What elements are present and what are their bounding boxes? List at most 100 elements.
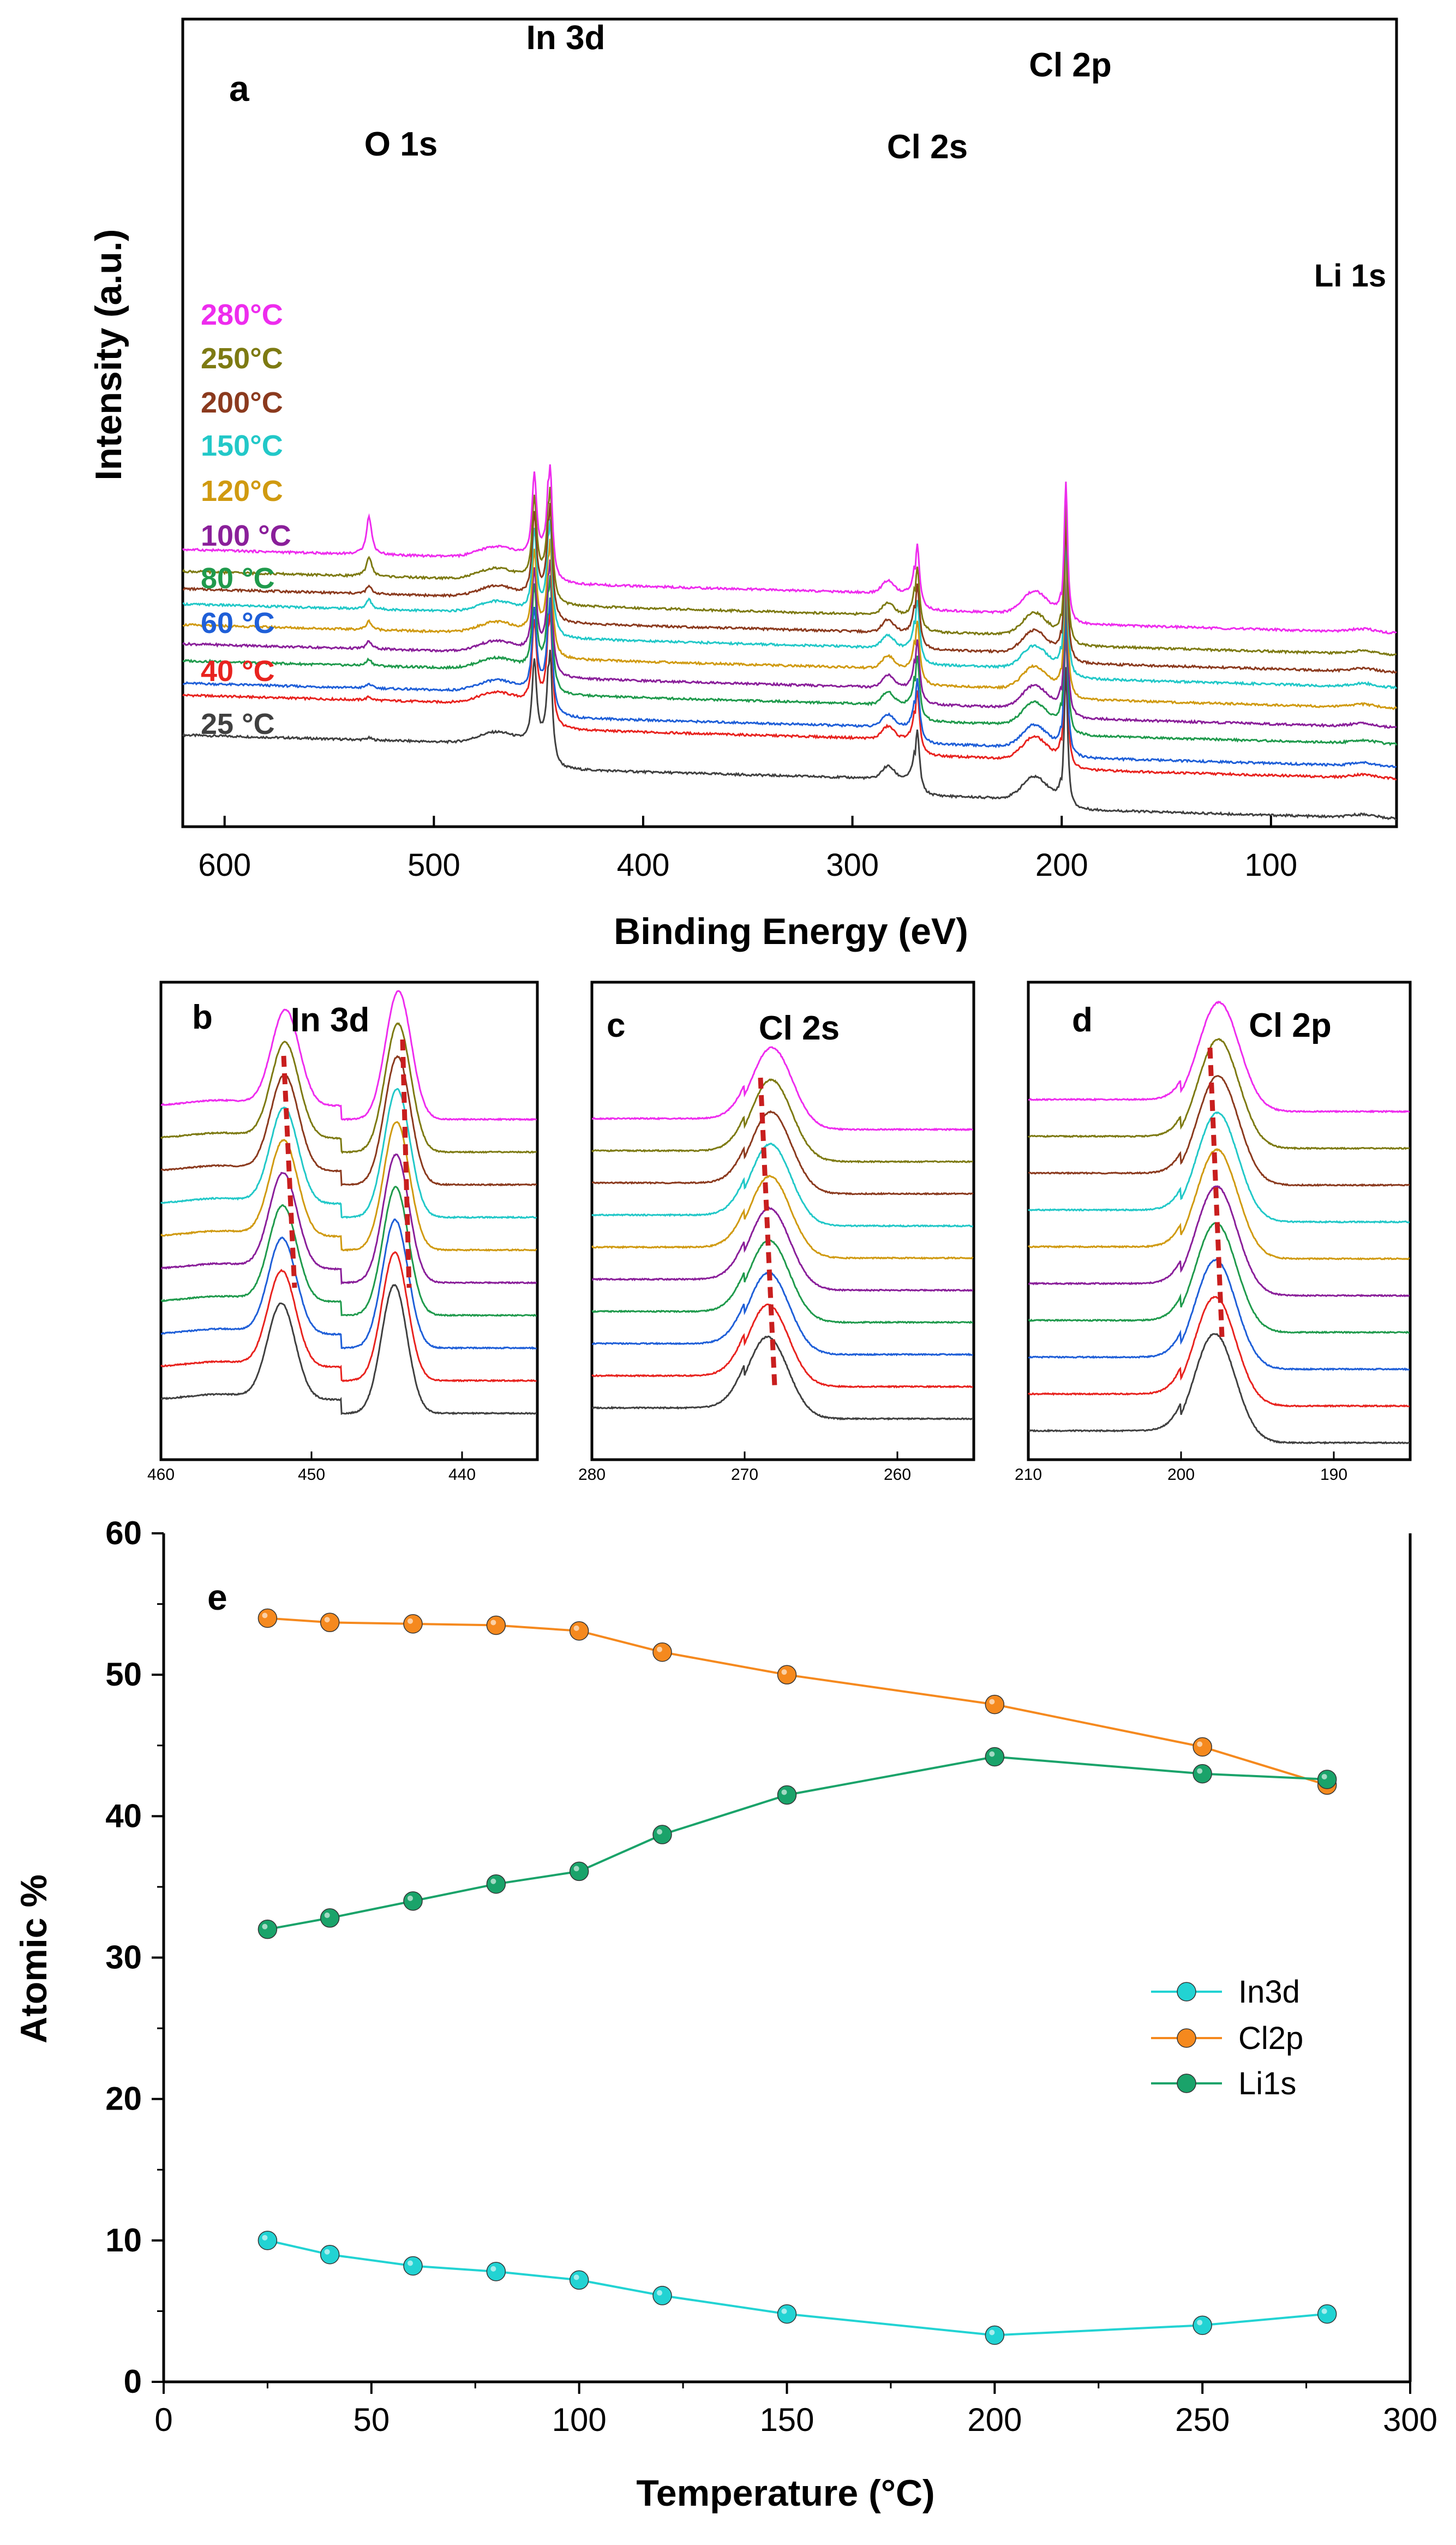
data-point-cl2p bbox=[985, 1694, 1005, 1714]
panel-e-ylabel: Atomic % bbox=[13, 1874, 55, 2044]
data-point-highlight bbox=[573, 2274, 579, 2280]
panel-a-spectrum-4 bbox=[182, 559, 1397, 730]
data-point-highlight bbox=[262, 1923, 268, 1929]
legend-marker-cl2p bbox=[1177, 2028, 1196, 2048]
data-point-li1s bbox=[486, 1874, 506, 1894]
panel-a-spectrum-3 bbox=[182, 575, 1398, 746]
data-point-cl2p bbox=[486, 1615, 506, 1635]
panel-c: 280 270 260 c Cl 2s bbox=[578, 981, 975, 1484]
c-spectra-spectrum-4 bbox=[591, 1206, 974, 1292]
data-point-highlight bbox=[1197, 2320, 1203, 2326]
c-spectra-spectrum-6 bbox=[591, 1143, 974, 1228]
panel-a-frame bbox=[181, 17, 1398, 828]
data-point-in3d bbox=[486, 2262, 506, 2281]
panel-b-x-axis: 460 450 440 bbox=[147, 1451, 476, 1484]
panel-a-x-tick-label: 100 bbox=[1244, 847, 1297, 883]
panel-a-ylabel: Intensity (a.u.) bbox=[88, 229, 129, 481]
c-spectra-spectrum-3 bbox=[591, 1239, 973, 1324]
panel-d-frame bbox=[1027, 981, 1412, 1461]
legend-marker-li1s bbox=[1177, 2074, 1196, 2093]
panel-d-guide-line bbox=[1207, 1047, 1225, 1337]
panel-a-xlabel: Binding Energy (eV) bbox=[614, 911, 968, 952]
panel-a-x-tick-label: 400 bbox=[617, 847, 670, 883]
b-xticks-tick-label: 450 bbox=[298, 1466, 325, 1484]
data-point-in3d bbox=[320, 2245, 340, 2265]
data-point-li1s bbox=[403, 1891, 423, 1911]
peak-label-o1s: O 1s bbox=[364, 126, 438, 163]
panel-e-axes: 0 50 100 150 200 250 300 0 10 20 30 40 50 60 bbox=[105, 1515, 1437, 2438]
data-point-in3d bbox=[403, 2256, 423, 2276]
panel-a-x-tick-label: 200 bbox=[1035, 847, 1088, 883]
panel-d-spectra bbox=[1027, 1000, 1410, 1445]
data-point-li1s bbox=[320, 1908, 340, 1928]
d-spectra-spectrum-0 bbox=[1028, 1333, 1410, 1445]
panel-e-y-tick-label: 50 bbox=[105, 1656, 142, 1693]
panel-a: 600 500 400 300 200 100 a O 1s In 3d Cl 2s Cl… bbox=[88, 17, 1398, 952]
panel-a-spectrum-8 bbox=[182, 487, 1397, 656]
panel-a-temperature-label: 100 °C bbox=[201, 519, 291, 552]
panel-a-x-axis: 600 500 400 300 200 100 bbox=[198, 816, 1297, 883]
data-point-li1s bbox=[985, 1747, 1005, 1767]
c-xticks-tick-label: 280 bbox=[578, 1466, 606, 1484]
panel-a-spectrum-6 bbox=[182, 518, 1398, 690]
panel-e-y-tick-label: 0 bbox=[124, 2363, 142, 2400]
d-spectra-spectrum-7 bbox=[1028, 1075, 1410, 1187]
panel-e-xlabel: Temperature (°C) bbox=[636, 2472, 934, 2514]
panel-a-temperature-label: 200°C bbox=[201, 386, 283, 419]
data-point-in3d bbox=[257, 2231, 278, 2250]
data-point-in3d bbox=[777, 2304, 797, 2324]
data-point-cl2p bbox=[257, 1608, 278, 1628]
panel-b-spectra bbox=[160, 990, 537, 1415]
panel-b-guide-line-1 bbox=[281, 1055, 297, 1288]
panel-a-temperature-label: 25 °C bbox=[201, 708, 275, 740]
b-spectra-spectrum-7 bbox=[160, 1055, 537, 1187]
b-spectra-spectrum-4 bbox=[161, 1153, 537, 1285]
panel-b-label: b bbox=[192, 999, 213, 1036]
panel-d-title: Cl 2p bbox=[1249, 1007, 1332, 1044]
legend-marker-in3d bbox=[1177, 1982, 1196, 2002]
data-point-cl2p bbox=[652, 1642, 672, 1662]
c-xticks-tick-label: 270 bbox=[731, 1466, 758, 1484]
panel-e-x-tick-label: 150 bbox=[759, 2401, 814, 2438]
c-spectra-spectrum-2 bbox=[591, 1271, 973, 1357]
legend-label-li1s: Li1s bbox=[1238, 2066, 1296, 2101]
b-xticks-tick-label: 460 bbox=[147, 1466, 175, 1484]
b-spectra-spectrum-3 bbox=[160, 1186, 537, 1317]
panel-c-frame bbox=[590, 981, 975, 1461]
panel-e-legend: In3d Cl2p Li1s bbox=[1151, 1974, 1303, 2101]
data-point-cl2p bbox=[403, 1614, 423, 1634]
data-point-highlight bbox=[781, 2308, 787, 2314]
data-point-highlight bbox=[490, 1878, 496, 1884]
legend-label-in3d: In3d bbox=[1238, 1974, 1300, 2010]
panel-d-x-axis: 210 200 190 bbox=[1015, 1451, 1347, 1484]
data-point-highlight bbox=[989, 1699, 995, 1705]
d-spectra-spectrum-9 bbox=[1028, 1000, 1410, 1114]
data-point-li1s bbox=[1193, 1764, 1212, 1784]
data-point-highlight bbox=[781, 1669, 787, 1675]
data-point-in3d bbox=[1193, 2315, 1212, 2335]
b-spectra-spectrum-5 bbox=[160, 1121, 537, 1252]
data-point-highlight bbox=[408, 1895, 413, 1901]
panel-c-spectra bbox=[591, 1046, 974, 1421]
panel-e-x-tick-label: 100 bbox=[552, 2401, 607, 2438]
panel-b-frame bbox=[159, 981, 539, 1461]
data-point-highlight bbox=[262, 1612, 268, 1618]
panel-e-x-tick-label: 250 bbox=[1175, 2401, 1230, 2438]
data-point-highlight bbox=[262, 2235, 268, 2241]
d-xticks-tick-label: 210 bbox=[1015, 1466, 1042, 1484]
panel-a-spectrum-7 bbox=[182, 503, 1398, 674]
panel-a-temperature-label: 120°C bbox=[201, 475, 283, 507]
panel-e-x-tick-label: 200 bbox=[967, 2401, 1022, 2438]
panel-a-temperature-label: 250°C bbox=[201, 342, 283, 375]
data-point-li1s bbox=[652, 1825, 672, 1844]
panel-a-temperature-label: 150°C bbox=[201, 429, 283, 462]
panel-c-x-axis: 280 270 260 bbox=[578, 1451, 911, 1484]
panel-e-x-tick-label: 50 bbox=[353, 2401, 390, 2438]
d-spectra-spectrum-5 bbox=[1027, 1148, 1410, 1261]
data-point-highlight bbox=[490, 1620, 496, 1626]
peak-label-cl2s: Cl 2s bbox=[887, 128, 968, 166]
panel-a-spectrum-9 bbox=[182, 464, 1397, 635]
data-point-highlight bbox=[781, 1789, 787, 1795]
data-point-highlight bbox=[408, 2260, 413, 2266]
d-xticks-tick-label: 190 bbox=[1320, 1466, 1347, 1484]
